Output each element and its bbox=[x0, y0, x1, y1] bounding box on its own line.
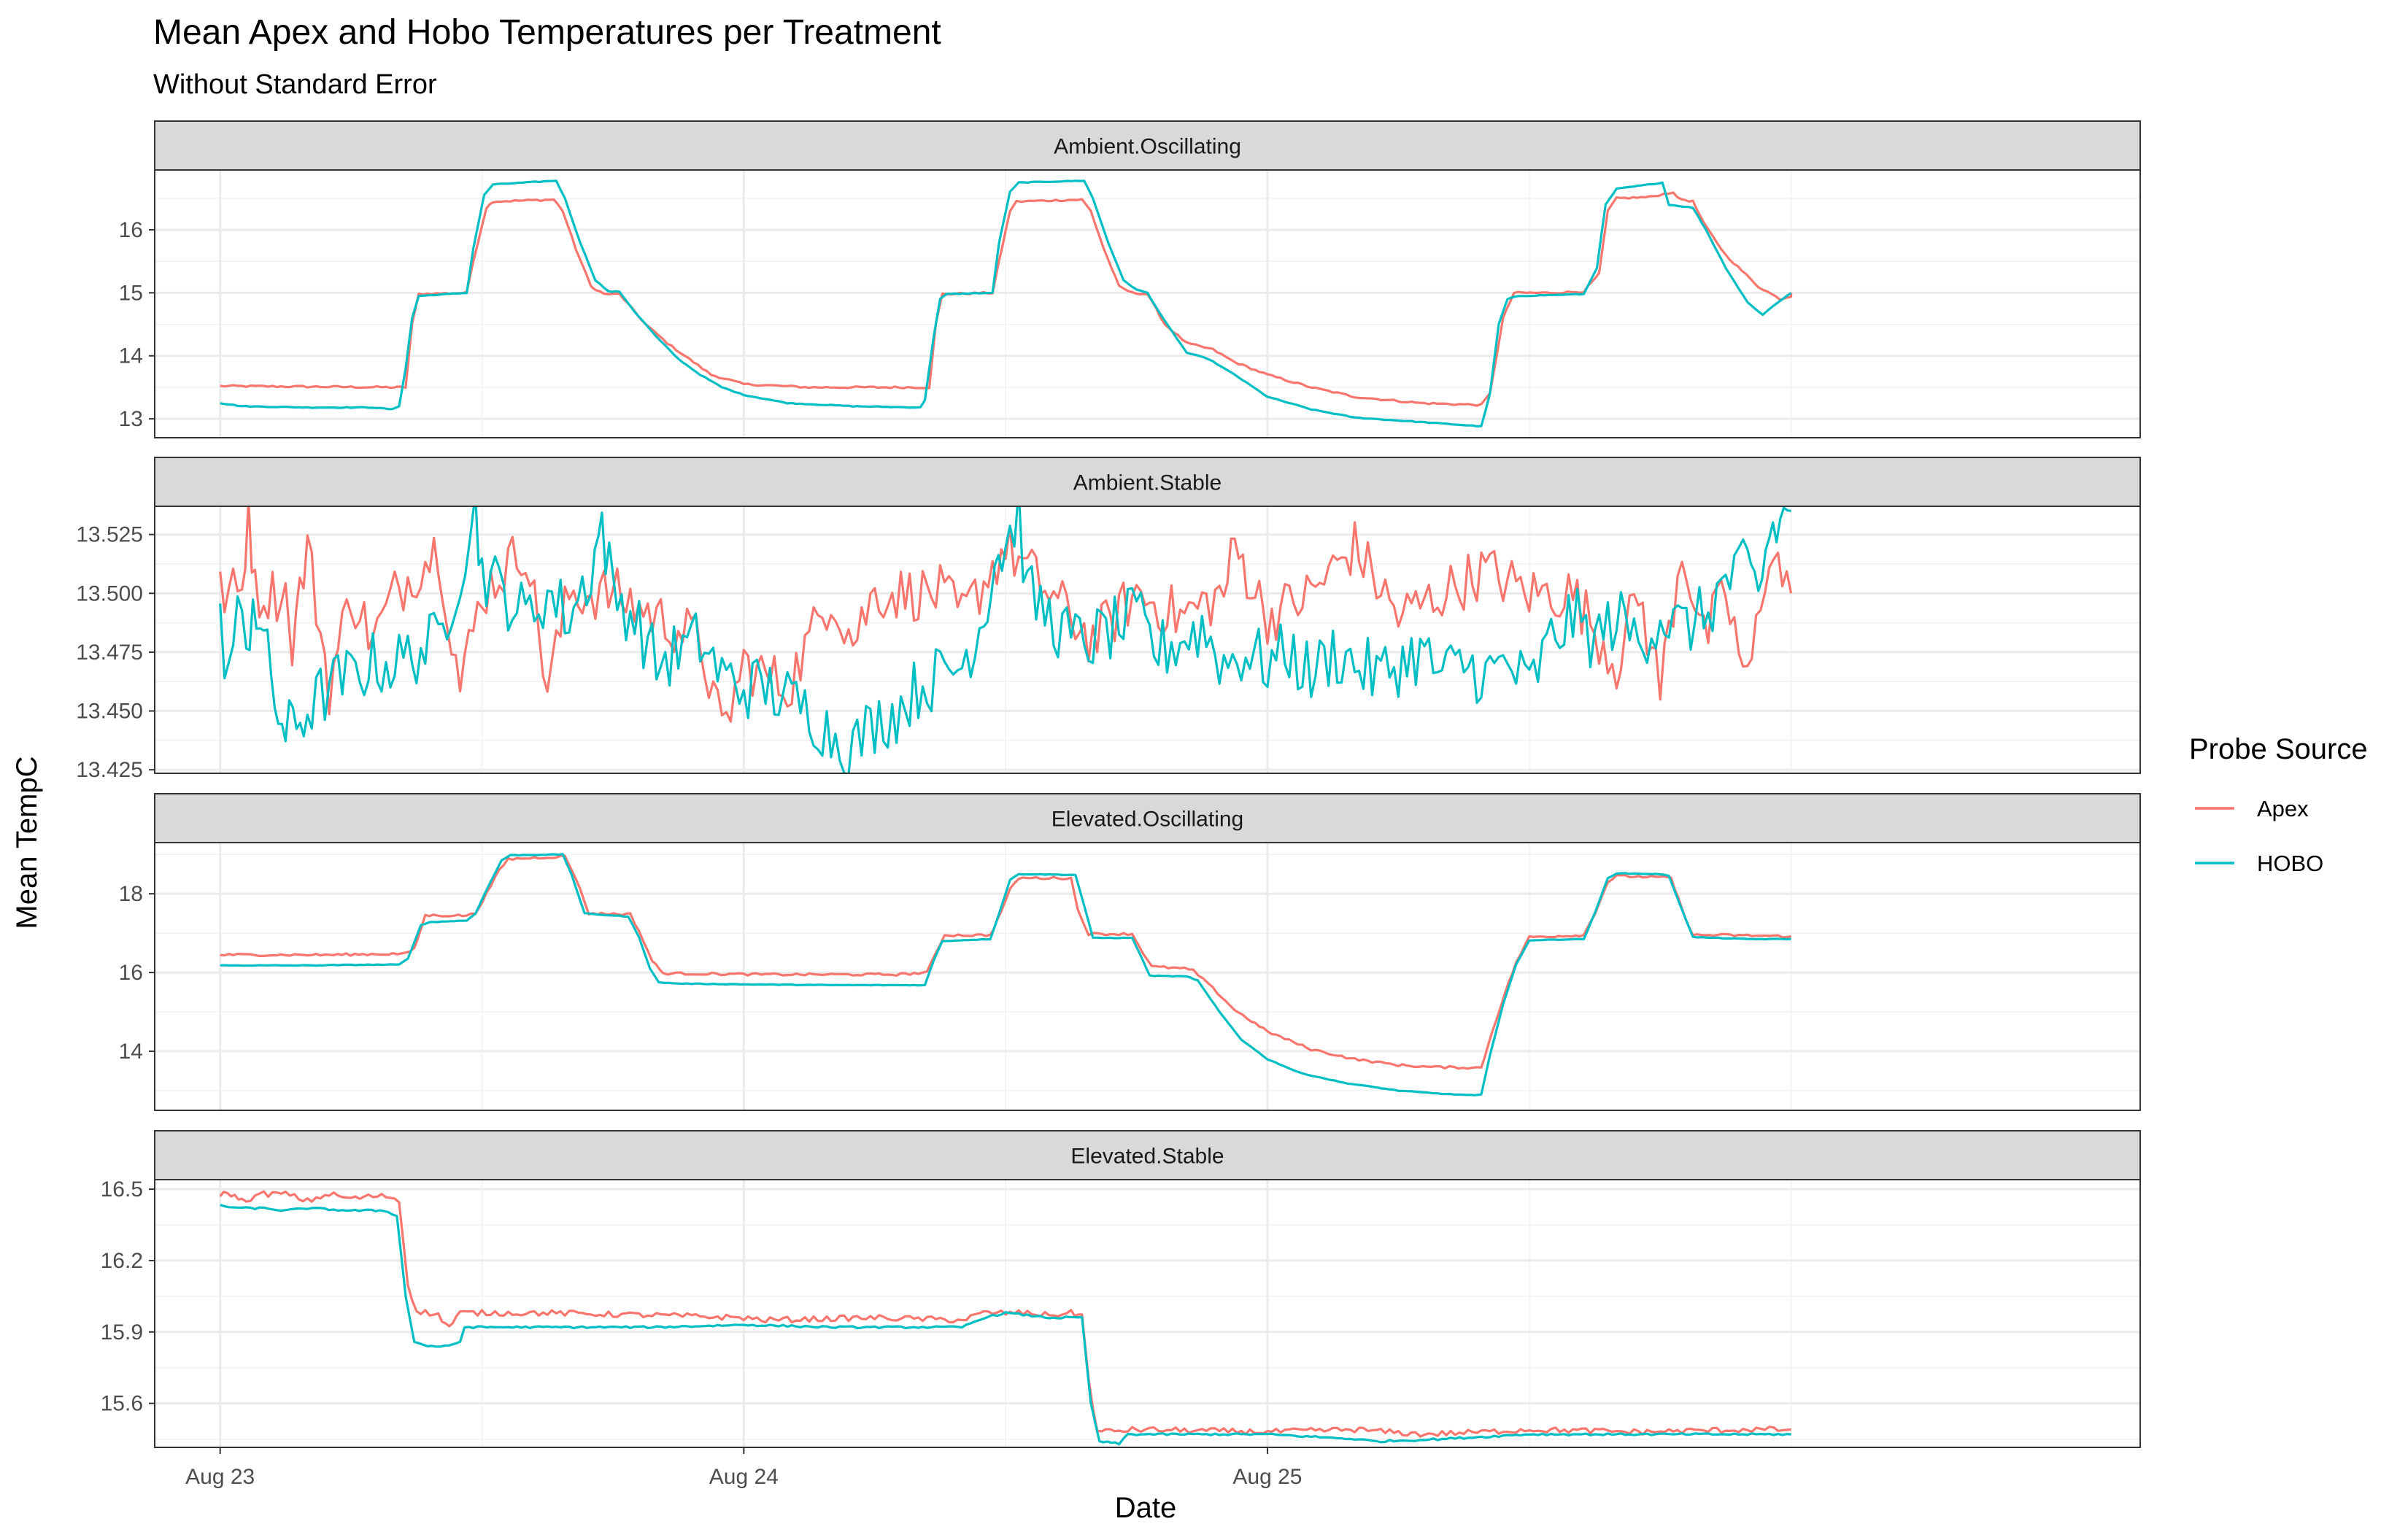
y-tick-label: 13.525 bbox=[76, 523, 143, 547]
legend-label-apex: Apex bbox=[2257, 796, 2309, 821]
facet-strip bbox=[154, 793, 2141, 843]
y-tick-label: 15 bbox=[119, 281, 143, 305]
facet-strip bbox=[154, 1130, 2141, 1180]
facet-strip-label: Elevated.Oscillating bbox=[1051, 808, 1243, 832]
x-tick-label: Aug 23 bbox=[185, 1465, 255, 1489]
legend: Probe Source Apex HOBO bbox=[2189, 733, 2368, 876]
y-tick-label: 14 bbox=[119, 344, 143, 368]
y-tick-label: 13.475 bbox=[76, 641, 143, 665]
y-tick-label: 16.5 bbox=[101, 1177, 143, 1202]
facet-strip-label: Elevated.Stable bbox=[1070, 1145, 1224, 1169]
y-tick-label: 18 bbox=[119, 882, 143, 906]
x-tick-label: Aug 24 bbox=[709, 1465, 779, 1489]
chart-subtitle: Without Standard Error bbox=[153, 69, 437, 100]
facet-strip bbox=[154, 120, 2141, 171]
facet-panel: Elevated.Stable 15.6 15.9 16.2 16.5 bbox=[101, 1130, 2141, 1448]
panel-background bbox=[155, 170, 2140, 438]
y-tick-label: 14 bbox=[119, 1040, 143, 1064]
series-line-hobo bbox=[220, 179, 1792, 428]
chart-title: Mean Apex and Hobo Temperatures per Trea… bbox=[153, 13, 941, 52]
y-tick-label: 13.450 bbox=[76, 700, 143, 724]
panel-background bbox=[155, 843, 2140, 1110]
series-line-hobo bbox=[220, 1204, 1791, 1446]
panel-border bbox=[154, 506, 2141, 774]
panel-border bbox=[154, 842, 2141, 1111]
facet-panel: Elevated.Oscillating 14 16 18 bbox=[119, 793, 2141, 1111]
panel-border bbox=[154, 169, 2141, 438]
y-tick-label: 13.500 bbox=[76, 581, 143, 606]
legend-label-hobo: HOBO bbox=[2257, 851, 2323, 876]
y-tick-label: 13 bbox=[119, 407, 143, 431]
series-line-apex bbox=[219, 1190, 1791, 1438]
legend-title: Probe Source bbox=[2189, 733, 2368, 765]
x-tick-label: Aug 25 bbox=[1232, 1465, 1302, 1489]
series-line-hobo bbox=[220, 853, 1791, 1096]
y-tick-label: 15.9 bbox=[101, 1320, 143, 1345]
facet-strip bbox=[154, 457, 2141, 507]
y-tick-label: 16 bbox=[119, 218, 143, 242]
y-tick-label: 15.6 bbox=[101, 1392, 143, 1416]
series-line-apex bbox=[219, 506, 1793, 723]
panel-background bbox=[155, 1180, 2140, 1447]
facet-panel: Ambient.Stable 13.425 13.450 13.475 13.500 13… bbox=[76, 457, 2141, 782]
y-axis-title: Mean TempC bbox=[11, 756, 43, 929]
series-line-apex bbox=[220, 191, 1793, 407]
y-tick-label: 16.2 bbox=[101, 1249, 143, 1273]
series-line-hobo bbox=[219, 506, 1791, 773]
facet-strip-label: Ambient.Stable bbox=[1073, 471, 1222, 495]
x-axis: Aug 23 Aug 24 Aug 25 bbox=[185, 1447, 1303, 1489]
panel-background bbox=[155, 506, 2140, 773]
facet-strip-label: Ambient.Oscillating bbox=[1054, 135, 1241, 159]
panel-border bbox=[154, 1179, 2141, 1448]
facet-panel: Ambient.Oscillating 13 14 15 16 bbox=[119, 120, 2141, 438]
x-axis-title: Date bbox=[1115, 1492, 1177, 1524]
y-tick-label: 13.425 bbox=[76, 758, 143, 782]
facet-panels: Ambient.Oscillating 13 14 15 16 Ambient.Stabl… bbox=[76, 120, 2141, 1448]
y-tick-label: 16 bbox=[119, 961, 143, 985]
